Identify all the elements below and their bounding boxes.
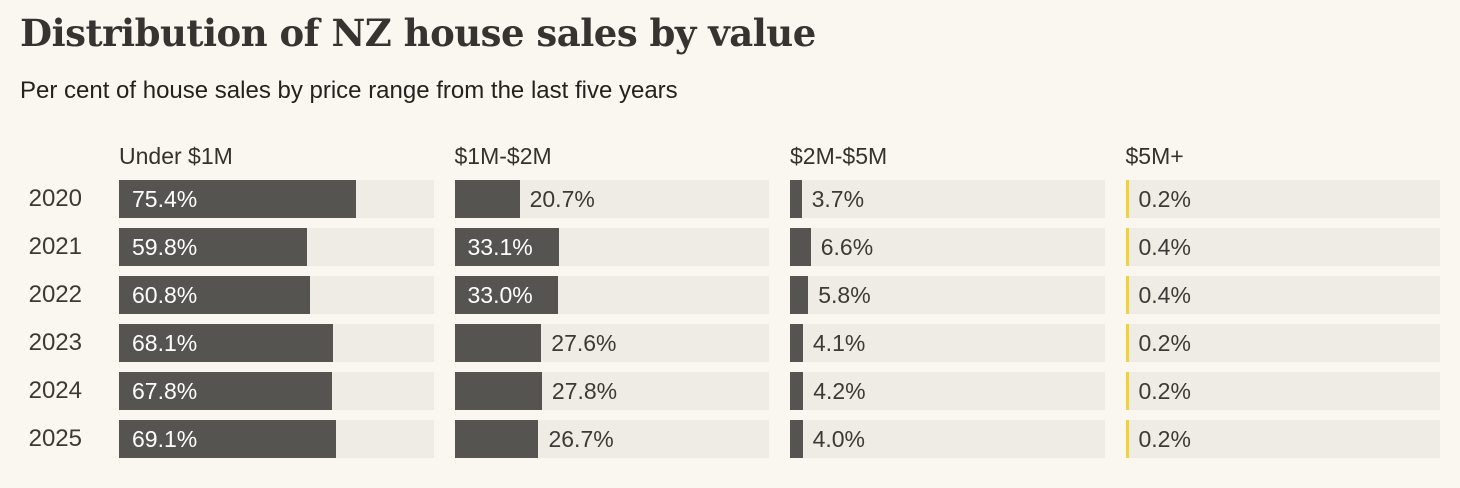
row-label-year: 2020 xyxy=(28,185,82,213)
bar xyxy=(790,372,804,411)
bar-value-label: 0.2% xyxy=(1138,377,1191,404)
row-label-year: 2025 xyxy=(28,425,82,453)
bar xyxy=(790,180,802,219)
bar-track: 26.7% xyxy=(454,420,769,459)
bar-track: 67.8% xyxy=(119,372,434,411)
bar-track: 0.2% xyxy=(1125,180,1440,219)
bar-track: 27.8% xyxy=(454,372,769,411)
bar-track: 0.2% xyxy=(1125,372,1440,411)
bar-track: 0.2% xyxy=(1125,324,1440,363)
bar-value-label: 6.6% xyxy=(820,233,874,260)
bar-track: 4.0% xyxy=(790,420,1105,459)
bar xyxy=(119,180,357,219)
column-header-under-1m: Under $1M xyxy=(119,143,233,170)
bar-value-label: 4.1% xyxy=(812,329,866,356)
column-header-5m-plus: $5M+ xyxy=(1125,143,1184,170)
bar xyxy=(1125,228,1129,267)
bar-value-label: 75.4% xyxy=(132,186,198,213)
bar-value-label: 27.8% xyxy=(551,377,618,404)
bar xyxy=(1125,180,1129,219)
bar-track: 0.4% xyxy=(1125,276,1440,315)
bar xyxy=(119,324,334,363)
bar-track: 60.8% xyxy=(119,276,434,315)
bar-value-label: 0.4% xyxy=(1138,281,1191,308)
bar-track: 75.4% xyxy=(119,180,434,219)
row-label-year: 2024 xyxy=(28,377,82,405)
bar-track: 69.1% xyxy=(119,420,434,459)
bar-track: 27.6% xyxy=(454,324,769,363)
page-subtitle: Per cent of house sales by price range f… xyxy=(20,76,678,104)
bar-track: 5.8% xyxy=(790,276,1105,315)
bar-track: 33.1% xyxy=(454,228,769,267)
bar-track: 59.8% xyxy=(119,228,434,267)
bar xyxy=(119,372,333,411)
row-label-year: 2023 xyxy=(28,329,82,357)
bar xyxy=(1125,324,1129,363)
column-header-2m-5m: $2M-$5M xyxy=(790,143,888,170)
bar-value-label: 69.1% xyxy=(132,426,198,453)
bar xyxy=(790,228,811,267)
bar-value-label: 60.8% xyxy=(132,282,198,309)
bar xyxy=(454,228,559,267)
page-title: Distribution of NZ house sales by value xyxy=(20,11,816,55)
row-label-year: 2021 xyxy=(28,233,82,261)
bar xyxy=(1125,372,1129,411)
bar xyxy=(1125,420,1129,459)
bar-table: Under $1M $1M-$2M $2M-$5M $5M+ 2020 75.4%… xyxy=(20,142,1440,459)
bar-track: 4.1% xyxy=(790,324,1105,363)
bar-value-label: 4.0% xyxy=(812,425,866,452)
bar xyxy=(790,324,803,363)
bar xyxy=(454,372,542,411)
bar xyxy=(119,420,337,459)
bar-track: 0.2% xyxy=(1125,420,1440,459)
bar-track: 33.0% xyxy=(454,276,769,315)
bar-value-label: 33.0% xyxy=(467,282,533,309)
bar xyxy=(454,324,542,363)
bar xyxy=(119,228,308,267)
column-header-1m-2m: $1M-$2M xyxy=(454,143,552,170)
bar-value-label: 67.8% xyxy=(132,378,198,405)
bar-value-label: 68.1% xyxy=(132,330,198,357)
bar xyxy=(119,276,311,315)
bar-value-label: 33.1% xyxy=(467,234,533,261)
bar-value-label: 27.6% xyxy=(551,329,617,356)
bar-track: 68.1% xyxy=(119,324,434,363)
bar-value-label: 0.2% xyxy=(1138,185,1191,212)
bar-track: 20.7% xyxy=(454,180,769,219)
bar-track: 3.7% xyxy=(790,180,1105,219)
bar xyxy=(454,420,539,459)
bar-track: 0.4% xyxy=(1125,228,1440,267)
bar-value-label: 4.2% xyxy=(813,377,866,404)
bar xyxy=(454,180,520,219)
bar-track: 4.2% xyxy=(790,372,1105,411)
bar-value-label: 20.7% xyxy=(529,185,595,212)
bar xyxy=(790,276,809,315)
bar xyxy=(454,276,559,315)
bar-value-label: 26.7% xyxy=(548,425,614,452)
bar-value-label: 0.2% xyxy=(1138,329,1191,356)
bar-value-label: 0.4% xyxy=(1138,233,1191,260)
bar-value-label: 59.8% xyxy=(132,234,198,261)
bar xyxy=(1125,276,1129,315)
bar-value-label: 0.2% xyxy=(1138,425,1191,452)
row-label-year: 2022 xyxy=(28,281,82,309)
bar-track: 6.6% xyxy=(790,228,1105,267)
bar-value-label: 5.8% xyxy=(818,281,871,308)
bar-value-label: 3.7% xyxy=(811,185,865,212)
bar xyxy=(790,420,803,459)
